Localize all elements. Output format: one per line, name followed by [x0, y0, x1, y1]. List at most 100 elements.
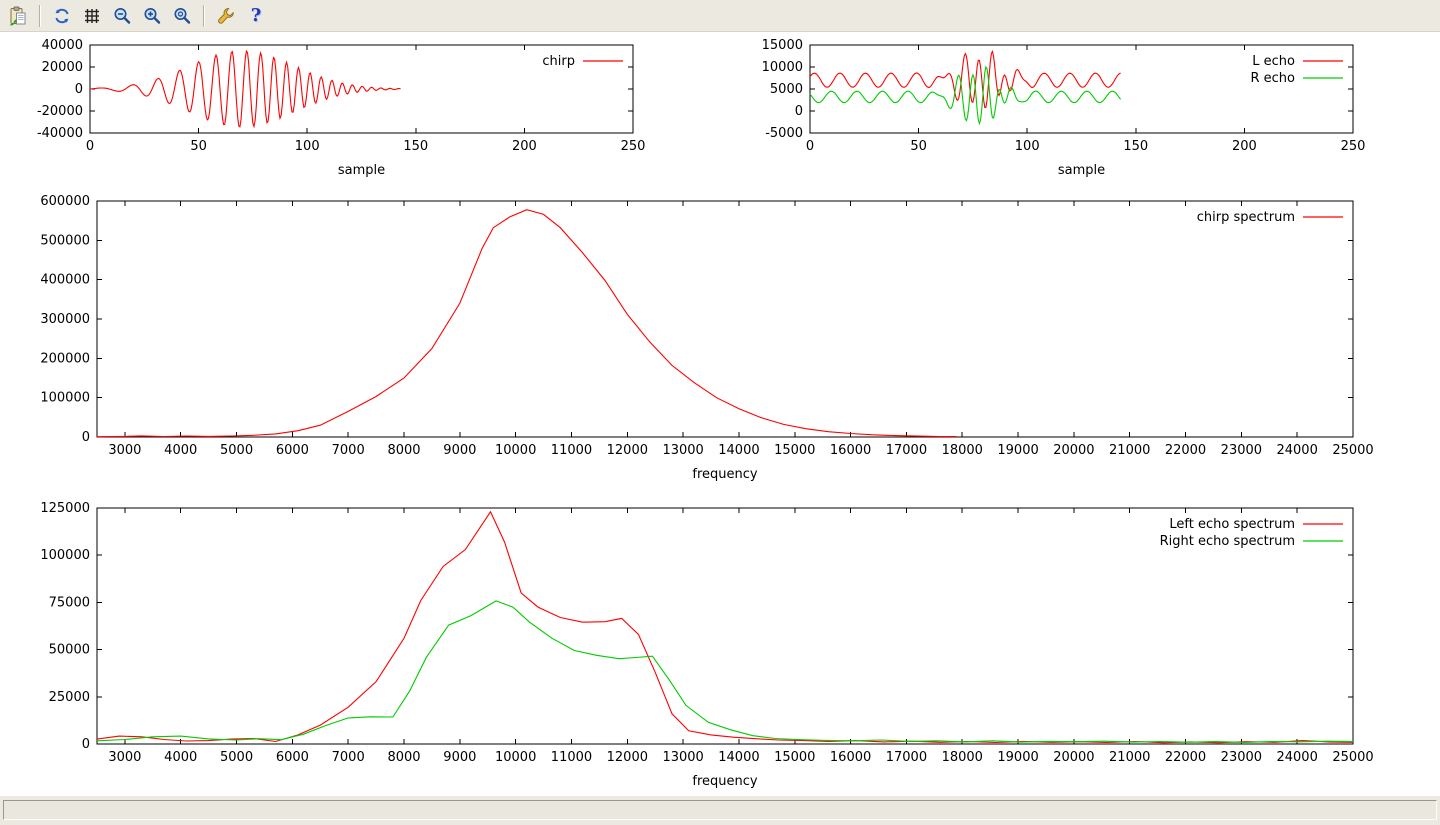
chart-echo_spectra: 3000 4000 5000 6000 7000 8000 9000 10000 11000 12… — [40, 501, 1373, 789]
x-tick-label: 10000 — [495, 750, 536, 765]
y-tick-label: 40000 — [42, 38, 83, 53]
toolbar: ? — [0, 0, 1440, 32]
toggle-grid-button[interactable] — [78, 3, 106, 29]
y-tick-label: 200000 — [40, 351, 90, 366]
autoscale-button[interactable] — [168, 3, 196, 29]
wrench-icon — [218, 7, 234, 24]
x-tick-label: 16000 — [830, 750, 871, 765]
copy-to-clipboard-button[interactable] — [4, 3, 32, 29]
x-tick-label: 23000 — [1221, 750, 1262, 765]
x-tick-label: 250 — [621, 139, 646, 154]
y-tick-label: 300000 — [40, 312, 90, 327]
zoom-next-button[interactable] — [138, 3, 166, 29]
y-tick-label: 75000 — [49, 595, 90, 610]
y-tick-label: 5000 — [770, 82, 803, 97]
x-tick-label: 12000 — [607, 750, 648, 765]
legend-label: Right echo spectrum — [1160, 534, 1295, 549]
status-text — [3, 800, 1437, 820]
plot-canvas[interactable]: 0 50 100 150 200 250 -40000 -20000 0 20000 40000 sa… — [0, 32, 1440, 795]
series-right-echo-spectrum — [96, 600, 1354, 743]
y-tick-label: 15000 — [762, 38, 803, 53]
x-tick-label: 9000 — [443, 750, 476, 765]
x-tick-label: 5000 — [220, 750, 253, 765]
x-tick-label: 9000 — [443, 443, 476, 458]
y-tick-label: 400000 — [40, 273, 90, 288]
toolbar-separator — [203, 4, 205, 27]
y-tick-label: -20000 — [37, 104, 83, 119]
y-tick-label: 0 — [82, 737, 90, 752]
x-tick-label: 18000 — [942, 750, 983, 765]
x-tick-label: 16000 — [830, 443, 871, 458]
x-tick-label: 20000 — [1053, 750, 1094, 765]
y-tick-label: 20000 — [42, 60, 83, 75]
y-tick-label: 500000 — [40, 233, 90, 248]
x-tick-label: 7000 — [332, 750, 365, 765]
x-axis-label: sample — [1058, 163, 1105, 178]
x-tick-label: 15000 — [774, 443, 815, 458]
y-tick-label: 0 — [75, 82, 83, 97]
legend-label: R echo — [1250, 71, 1295, 86]
x-tick-label: 21000 — [1109, 443, 1150, 458]
chart-echoes: 0 50 100 150 200 250-5000050001000015000sampl… — [762, 38, 1366, 178]
y-tick-label: 100000 — [40, 548, 90, 563]
legend-label: chirp spectrum — [1197, 210, 1295, 225]
status-bar — [0, 795, 1440, 825]
x-tick-label: 22000 — [1165, 750, 1206, 765]
x-tick-label: 17000 — [886, 443, 927, 458]
x-tick-label: 3000 — [108, 443, 141, 458]
magnifier-minus-icon — [114, 7, 131, 24]
y-tick-label: 125000 — [40, 501, 90, 516]
y-tick-label: 0 — [795, 104, 803, 119]
legend-label: Left echo spectrum — [1169, 517, 1295, 532]
chart-chirp: 0 50 100 150 200 250 -40000 -20000 0 20000 40000 sa… — [37, 38, 645, 178]
configure-button[interactable] — [212, 3, 240, 29]
legend-label: L echo — [1252, 54, 1295, 69]
series-chirp-spectrum — [96, 209, 957, 438]
x-tick-label: 15000 — [774, 750, 815, 765]
x-tick-label: 150 — [403, 139, 428, 154]
x-tick-label: 25000 — [1332, 443, 1373, 458]
x-tick-label: 8000 — [387, 443, 420, 458]
x-tick-label: 150 — [1123, 139, 1148, 154]
x-tick-label: 4000 — [164, 443, 197, 458]
x-tick-label: 7000 — [332, 443, 365, 458]
x-tick-label: 4000 — [164, 750, 197, 765]
help-button[interactable]: ? — [242, 3, 270, 29]
x-tick-label: 13000 — [662, 443, 703, 458]
x-tick-label: 200 — [512, 139, 537, 154]
x-axis-label: sample — [338, 163, 385, 178]
zoom-previous-button[interactable] — [108, 3, 136, 29]
x-tick-label: 19000 — [997, 443, 1038, 458]
x-tick-label: 0 — [86, 139, 94, 154]
x-tick-label: 17000 — [886, 750, 927, 765]
x-tick-label: 22000 — [1165, 443, 1206, 458]
x-tick-label: 23000 — [1221, 443, 1262, 458]
x-tick-label: 24000 — [1276, 443, 1317, 458]
magnifier-plus-icon — [144, 7, 161, 24]
x-tick-label: 5000 — [220, 443, 253, 458]
x-tick-label: 100 — [1015, 139, 1040, 154]
clipboard-icon — [10, 6, 26, 26]
x-tick-label: 6000 — [276, 443, 309, 458]
x-tick-label: 10000 — [495, 443, 536, 458]
y-tick-label: 600000 — [40, 194, 90, 209]
x-tick-label: 250 — [1341, 139, 1366, 154]
series-l-echo — [809, 49, 1121, 109]
x-tick-label: 25000 — [1332, 750, 1373, 765]
y-tick-label: 100000 — [40, 391, 90, 406]
x-tick-label: 12000 — [607, 443, 648, 458]
chart-chirp_spectrum: 3000 4000 5000 6000 7000 8000 9000 10000 11000 12… — [40, 194, 1373, 482]
x-tick-label: 13000 — [662, 750, 703, 765]
x-tick-label: 6000 — [276, 750, 309, 765]
x-axis-label: frequency — [692, 774, 758, 789]
y-tick-label: 10000 — [762, 60, 803, 75]
x-tick-label: 200 — [1232, 139, 1257, 154]
y-tick-label: 25000 — [49, 690, 90, 705]
replot-button[interactable] — [48, 3, 76, 29]
x-tick-label: 14000 — [718, 750, 759, 765]
y-tick-label: 0 — [82, 430, 90, 445]
plots-svg[interactable]: 0 50 100 150 200 250-40000-2000002000040000sa… — [0, 32, 1440, 795]
x-tick-label: 14000 — [718, 443, 759, 458]
x-tick-label: 24000 — [1276, 750, 1317, 765]
